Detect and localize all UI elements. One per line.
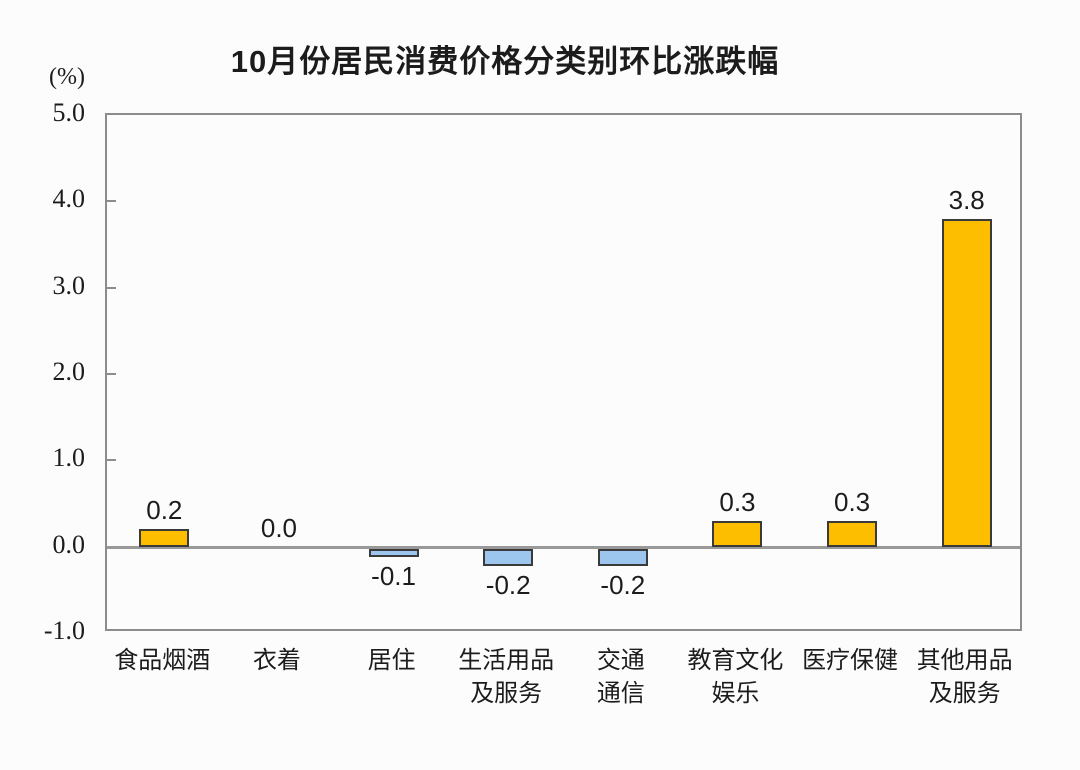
bar-value-label: 0.3	[833, 486, 871, 517]
chart-title: 10月份居民消费价格分类别环比涨跌幅	[230, 44, 780, 79]
chart-bar	[827, 520, 878, 547]
y-axis-tick-mark	[107, 200, 116, 203]
chart-bar	[368, 548, 419, 558]
x-tick-label: 交通 通信	[596, 647, 645, 707]
x-tick-label: 医疗保健	[802, 647, 899, 674]
bar-value-label: -0.2	[485, 569, 531, 600]
y-axis-tick-mark	[107, 459, 116, 462]
plot-area: 0.2 0.0 -0.1 -0.2 -0.2 0.3 0.3 3.8	[105, 113, 1022, 631]
chart-bar	[712, 520, 763, 547]
bar-value-label: 0.0	[260, 512, 298, 543]
y-tick-label: 4.0	[52, 184, 86, 214]
y-tick-label: 0.0	[52, 529, 86, 559]
y-tick-label: 2.0	[52, 357, 86, 386]
chart-bar	[483, 548, 534, 566]
y-tick-label: 5.0	[52, 98, 86, 127]
y-axis-unit-label: (%)	[49, 64, 85, 90]
x-tick-label: 其他用品 及服务	[916, 647, 1013, 707]
bar-value-label: -0.1	[371, 561, 416, 592]
y-axis-tick-mark	[107, 373, 116, 375]
chart-bar	[597, 548, 648, 566]
bar-value-label: 0.3	[719, 486, 756, 517]
y-tick-label: 1.0	[52, 443, 86, 473]
bar-value-label: 3.8	[948, 184, 985, 215]
x-tick-label: 食品烟酒	[114, 647, 211, 674]
bar-value-label: -0.2	[600, 569, 646, 600]
x-tick-label: 居住	[367, 647, 416, 674]
bar-value-label: 0.2	[146, 495, 183, 526]
chart-bar	[139, 529, 190, 547]
chart-bar	[941, 218, 992, 547]
y-tick-label: 3.0	[52, 270, 86, 300]
zero-axis-line	[107, 545, 1020, 549]
x-tick-label: 教育文化 娱乐	[687, 647, 784, 707]
x-tick-label: 衣着	[252, 647, 301, 674]
x-tick-label: 生活用品 及服务	[458, 647, 555, 707]
y-tick-label: -1.0	[43, 616, 85, 645]
y-axis-tick-mark	[107, 286, 116, 289]
